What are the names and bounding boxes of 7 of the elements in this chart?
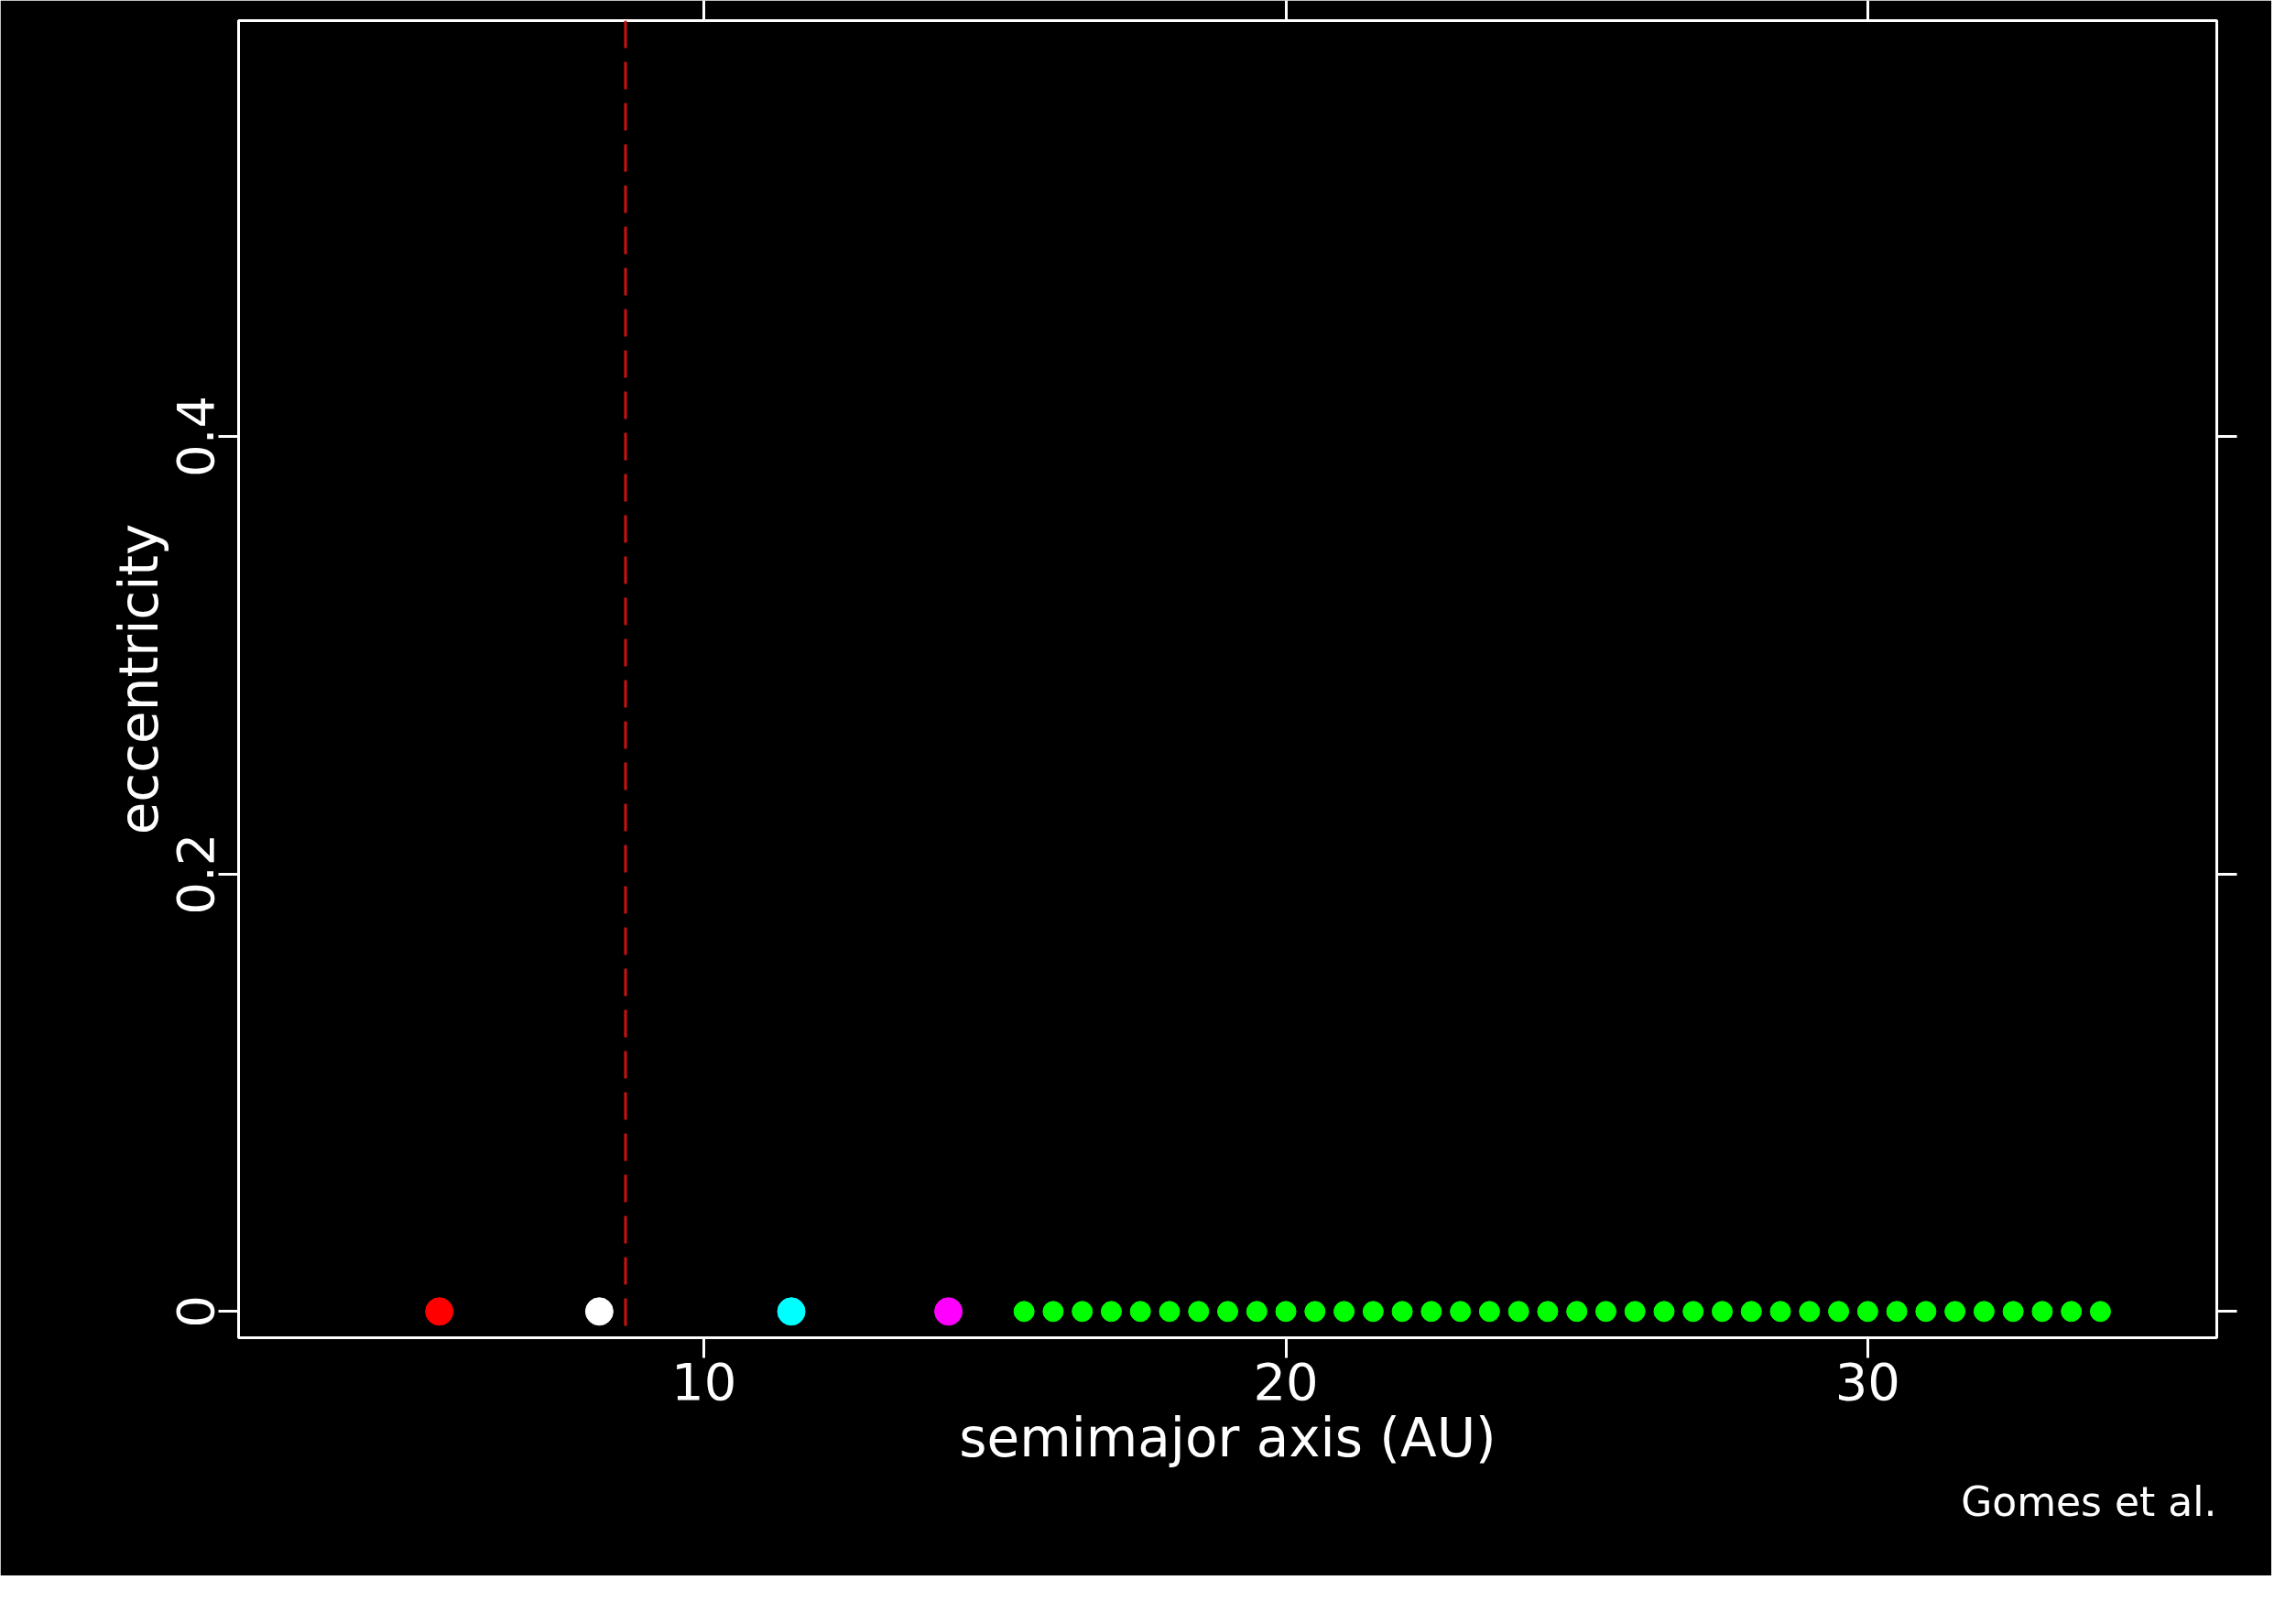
- x-tick-label: 30: [1834, 1351, 1900, 1411]
- x-tick-label: 10: [671, 1351, 737, 1411]
- y-tick-label: 0.4: [166, 395, 226, 477]
- y-axis-title: eccentricity: [107, 523, 170, 835]
- y-tick-label: 0: [166, 1295, 226, 1328]
- y-tick-label: 0.2: [166, 833, 226, 915]
- text: Gomes et al.: [1961, 1477, 2217, 1525]
